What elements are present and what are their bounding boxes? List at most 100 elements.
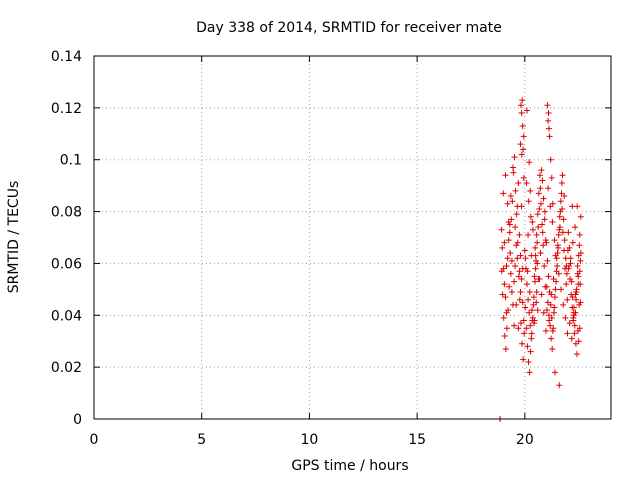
data-point <box>527 348 534 355</box>
data-point <box>577 213 584 220</box>
data-point <box>542 327 549 334</box>
y-tick-label: 0.1 <box>60 153 82 169</box>
data-point <box>516 296 523 303</box>
data-point <box>523 325 530 332</box>
data-point <box>555 270 562 277</box>
x-tick-labels: 0 5 10 15 20 <box>90 432 534 448</box>
data-point <box>500 190 507 197</box>
data-point <box>563 281 570 288</box>
data-point <box>535 190 542 197</box>
data-point <box>532 244 539 251</box>
data-point <box>544 257 551 264</box>
data-point <box>534 211 541 218</box>
data-point <box>512 187 519 194</box>
data-point <box>525 358 532 365</box>
data-point <box>539 229 546 236</box>
data-point <box>528 252 535 259</box>
x-tick-label: 5 <box>197 432 206 448</box>
data-point <box>518 151 525 158</box>
data-point <box>545 125 552 132</box>
data-point <box>541 208 548 215</box>
data-point <box>502 345 509 352</box>
data-point <box>541 263 548 270</box>
data-point <box>523 107 530 114</box>
data-point <box>509 164 516 171</box>
data-point <box>511 322 518 329</box>
y-tick-label: 0 <box>73 412 82 428</box>
data-point <box>505 237 512 244</box>
data-point <box>560 216 567 223</box>
data-point <box>572 224 579 231</box>
data-point <box>545 273 552 280</box>
data-points <box>497 97 584 422</box>
x-tick-label: 20 <box>516 432 534 448</box>
data-point <box>520 317 527 324</box>
data-point <box>540 309 547 316</box>
x-tick-label: 15 <box>408 432 426 448</box>
data-point <box>507 250 514 257</box>
data-point <box>498 226 505 233</box>
y-tick-label: 0.12 <box>51 101 82 117</box>
data-point <box>534 307 541 314</box>
data-point <box>561 193 568 200</box>
data-point <box>541 216 548 223</box>
data-point <box>551 369 558 376</box>
data-point <box>526 369 533 376</box>
data-point <box>499 244 506 251</box>
data-point <box>554 263 561 270</box>
data-point <box>515 325 522 332</box>
data-point <box>528 330 535 337</box>
data-point <box>517 288 524 295</box>
data-point <box>547 203 554 210</box>
data-point <box>517 252 524 259</box>
data-point <box>534 239 541 246</box>
data-point <box>502 294 509 301</box>
data-point <box>571 330 578 337</box>
data-point <box>575 281 582 288</box>
data-point <box>538 291 545 298</box>
data-point <box>527 322 534 329</box>
data-point <box>547 322 554 329</box>
data-point <box>531 278 538 285</box>
data-point <box>540 195 547 202</box>
data-point <box>514 255 521 262</box>
data-point <box>573 286 580 293</box>
data-point <box>570 312 577 319</box>
data-point <box>531 273 538 280</box>
data-point <box>503 263 510 270</box>
axis-ticks <box>93 55 611 420</box>
data-point <box>528 335 535 342</box>
data-point <box>566 320 573 327</box>
data-point <box>534 260 541 267</box>
data-point <box>520 356 527 363</box>
data-point <box>517 320 524 327</box>
data-point <box>556 382 563 389</box>
data-point <box>549 345 556 352</box>
data-point <box>520 174 527 181</box>
data-point <box>533 288 540 295</box>
data-point <box>503 325 510 332</box>
data-point <box>518 203 525 210</box>
data-point <box>525 296 532 303</box>
data-point <box>570 314 577 321</box>
data-point <box>526 288 533 295</box>
data-point <box>577 299 584 306</box>
data-point <box>548 291 555 298</box>
data-point <box>498 268 505 275</box>
data-point <box>567 260 574 267</box>
data-point <box>533 257 540 264</box>
data-point <box>536 205 543 212</box>
y-axis-label: SRMTID / TECUs <box>6 181 22 294</box>
data-point <box>501 281 508 288</box>
data-point <box>572 291 579 298</box>
data-point <box>550 309 557 316</box>
data-point <box>505 218 512 225</box>
data-point <box>515 180 522 187</box>
data-point <box>572 340 579 347</box>
data-point <box>500 314 507 321</box>
data-point <box>519 299 526 306</box>
data-point <box>574 263 581 270</box>
data-point <box>511 278 518 285</box>
data-point <box>576 242 583 249</box>
data-point <box>545 110 552 117</box>
